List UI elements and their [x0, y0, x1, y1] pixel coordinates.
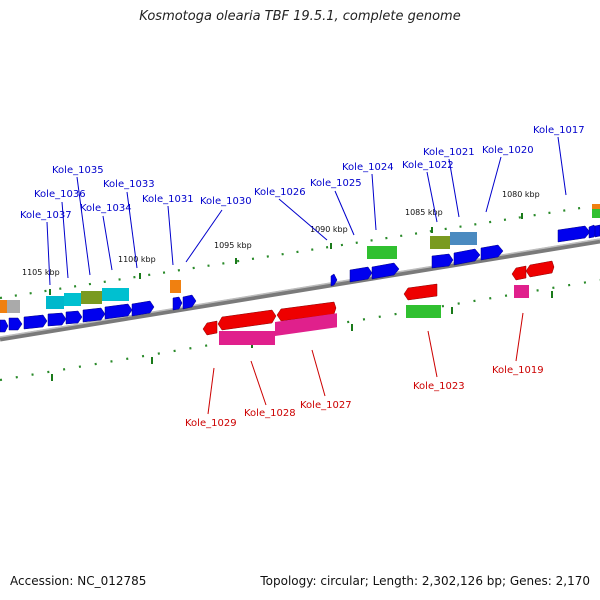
forward-gene-arrow [47, 312, 67, 327]
gene-label: Kole_1037 [20, 210, 72, 221]
gene-label: Kole_1029 [185, 418, 237, 429]
forward-gene-arrow [104, 303, 133, 320]
scale-label: 1105 kbp [22, 268, 60, 277]
reverse-genes [202, 260, 555, 336]
outer-tick-track [0, 203, 600, 300]
forward-gene-arrow [23, 314, 48, 330]
scale-label: 1080 kbp [502, 190, 540, 199]
gene-label: Kole_1023 [413, 381, 465, 392]
reverse-leader-lines [207, 312, 524, 415]
reverse-gene-arrow [202, 320, 218, 336]
gene-label: Kole_1020 [482, 145, 534, 156]
forward-leader-lines [46, 136, 567, 286]
forward-labels: Kole_1037 Kole_1036 Kole_1035 Kole_1034 … [20, 125, 585, 221]
forward-gene-arrow [349, 266, 373, 283]
gene-label: Kole_1022 [402, 160, 454, 171]
gene-label: Kole_1019 [492, 365, 544, 376]
reverse-gene-arrow [217, 309, 277, 331]
gene-label: Kole_1028 [244, 408, 296, 419]
gene-label: Kole_1034 [80, 203, 132, 214]
gene-label: Kole_1035 [52, 165, 104, 176]
gene-label: Kole_1025 [310, 178, 362, 189]
gene-label: Kole_1036 [34, 189, 86, 200]
scale-label: 1100 kbp [118, 255, 156, 264]
gene-label: Kole_1033 [103, 179, 155, 190]
forward-gene-arrow [82, 307, 106, 323]
forward-genes [0, 224, 600, 333]
feature-bars-upper [0, 204, 600, 313]
gene-label: Kole_1030 [200, 196, 252, 207]
gene-label: Kole_1021 [423, 147, 475, 158]
forward-gene-arrow [594, 224, 600, 238]
scale-label: 1085 kbp [405, 208, 443, 217]
forward-gene-arrow [480, 244, 504, 261]
forward-gene-arrow [371, 262, 400, 280]
gene-label: Kole_1027 [300, 400, 352, 411]
forward-gene-arrow [557, 225, 591, 243]
reverse-gene-arrow [403, 283, 438, 301]
forward-gene-arrow [131, 300, 155, 317]
forward-gene-arrow [453, 248, 481, 266]
map-title: Kosmotoga olearia TBF 19.5.1, complete g… [139, 9, 461, 24]
gene-label: Kole_1031 [142, 194, 194, 205]
genome-backbone [0, 238, 600, 342]
forward-gene-arrow [0, 319, 9, 333]
topology-text: Topology: circular; Length: 2,302,126 bp… [260, 574, 590, 588]
feature-bars-lower [219, 285, 529, 345]
gene-label: Kole_1024 [342, 162, 394, 173]
forward-gene-arrow [65, 310, 83, 325]
gene-label: Kole_1017 [533, 125, 585, 136]
accession-text: Accession: NC_012785 [10, 574, 147, 588]
reverse-labels: Kole_1029 Kole_1028 Kole_1027 Kole_1023 … [185, 365, 544, 429]
scale-label: 1095 kbp [214, 241, 252, 250]
gene-label: Kole_1026 [254, 187, 306, 198]
forward-gene-arrow [182, 294, 197, 310]
forward-gene-arrow [330, 273, 338, 287]
reverse-gene-arrow [511, 265, 527, 281]
forward-gene-arrow [172, 296, 183, 311]
scale-label: 1090 kbp [310, 225, 348, 234]
reverse-gene-arrow [525, 260, 555, 278]
forward-gene-arrow [8, 317, 23, 331]
forward-gene-arrow [431, 253, 454, 269]
